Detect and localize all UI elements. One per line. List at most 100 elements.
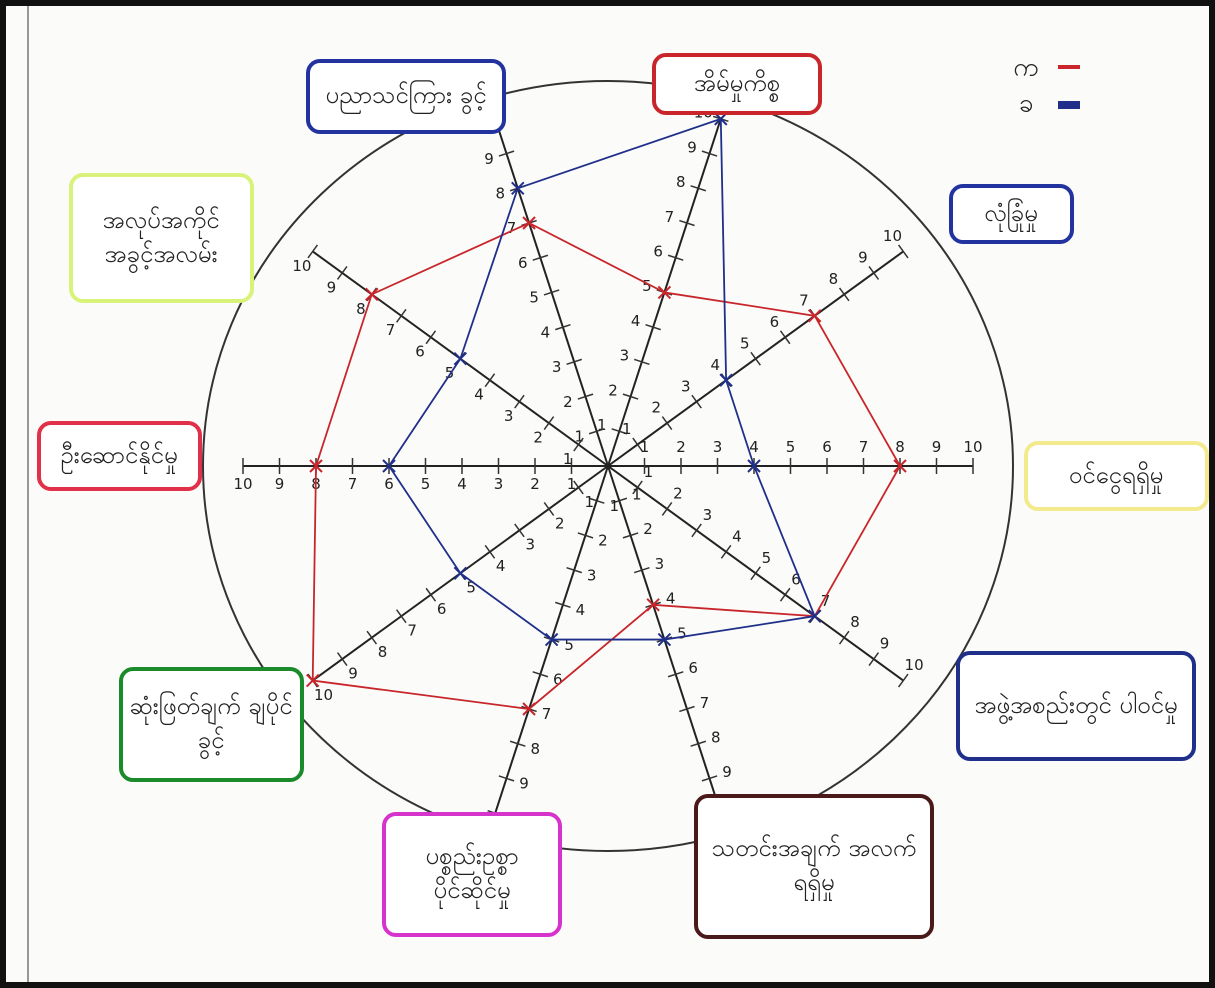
tick-mark (397, 309, 406, 322)
tick-label: 4 (631, 312, 641, 330)
point-marker (366, 288, 378, 300)
tick-label: 7 (348, 475, 358, 493)
axis-label: အဖွဲ့အစည်းတွင် ပါဝင်မှု (956, 651, 1196, 761)
tick-label: 5 (786, 438, 796, 456)
tick-label: 4 (496, 557, 506, 575)
tick-label: 7 (507, 219, 517, 237)
legend-swatch (1058, 65, 1080, 69)
tick-label: 1 (622, 420, 632, 438)
tick-label: 3 (525, 536, 535, 554)
axis-label: အိမ်မှုကိစ္စ (652, 53, 822, 115)
tick-mark (899, 674, 908, 687)
tick-mark (338, 653, 347, 666)
tick-label: 7 (821, 592, 831, 610)
tick-mark (899, 245, 908, 258)
tick-label: 6 (415, 343, 425, 361)
tick-label: 6 (653, 243, 663, 261)
tick-mark (515, 524, 524, 537)
tick-label: 10 (963, 438, 982, 456)
tick-label: 10 (905, 656, 924, 674)
tick-label: 3 (713, 438, 723, 456)
tick-label: 4 (711, 356, 721, 374)
tick-label: 9 (880, 635, 890, 653)
tick-label: 4 (474, 386, 484, 404)
tick-label: 5 (564, 636, 574, 654)
axis-label: ဆုံးဖြတ်ချက် ချပိုင်ခွင့် (119, 667, 304, 782)
axis-label: အလုပ်အကိုင် အခွင့်အလမ်း (69, 173, 254, 303)
axis-label: သတင်းအချက် အလက်ရရှိမှု (694, 794, 934, 939)
axis-label: ဦးဆောင်နိုင်မှု (37, 421, 202, 491)
tick-mark (692, 524, 701, 537)
tick-label: 2 (530, 475, 540, 493)
tick-label: 2 (563, 393, 573, 411)
tick-label: 10 (292, 257, 311, 275)
legend-label: ခ (1019, 89, 1034, 119)
tick-mark (751, 352, 760, 365)
tick-label: 3 (587, 566, 597, 584)
tick-label: 2 (555, 514, 565, 532)
tick-label: 1 (644, 463, 654, 481)
point-marker (454, 567, 466, 579)
tick-label: 10 (883, 227, 902, 245)
tick-label: 2 (608, 381, 618, 399)
tick-label: 9 (327, 278, 337, 296)
tick-mark (426, 588, 435, 601)
tick-label: 2 (643, 520, 653, 538)
tick-label: 1 (640, 438, 650, 456)
tick-mark (338, 266, 347, 279)
tick-label: 9 (858, 249, 868, 267)
tick-label: 10 (233, 475, 252, 493)
tick-label: 2 (598, 532, 608, 550)
tick-label: 3 (681, 377, 691, 395)
tick-label: 7 (799, 291, 809, 309)
legend-label: က (1013, 53, 1039, 83)
tick-label: 4 (541, 323, 551, 341)
tick-label: 3 (620, 347, 630, 365)
tick-label: 8 (711, 729, 721, 747)
tick-mark (397, 610, 406, 623)
tick-mark (662, 417, 671, 430)
tick-label: 8 (530, 740, 540, 758)
tick-label: 8 (895, 438, 905, 456)
tick-label: 8 (850, 613, 860, 631)
tick-label: 4 (732, 527, 742, 545)
tick-mark (515, 395, 524, 408)
tick-label: 9 (687, 138, 697, 156)
tick-mark (721, 545, 730, 558)
tick-label: 2 (676, 438, 686, 456)
tick-label: 5 (642, 277, 652, 295)
tick-label: 3 (504, 407, 514, 425)
tick-label: 6 (822, 438, 832, 456)
tick-label: 8 (829, 270, 839, 288)
tick-label: 9 (275, 475, 285, 493)
point-marker (512, 182, 524, 194)
tick-label: 7 (665, 208, 675, 226)
tick-mark (780, 588, 789, 601)
tick-label: 1 (574, 427, 584, 445)
tick-mark (692, 395, 701, 408)
tick-label: 2 (533, 428, 543, 446)
tick-label: 3 (655, 555, 665, 573)
tick-label: 5 (762, 549, 772, 567)
tick-label: 7 (700, 694, 710, 712)
tick-mark (367, 631, 376, 644)
tick-label: 6 (437, 600, 447, 618)
tick-mark (426, 331, 435, 344)
tick-label: 3 (494, 475, 504, 493)
tick-label: 3 (703, 506, 713, 524)
tick-label: 1 (585, 493, 595, 511)
tick-label: 6 (518, 254, 528, 272)
tick-label: 5 (740, 334, 750, 352)
tick-label: 8 (676, 173, 686, 191)
legend-swatch (1058, 101, 1080, 109)
tick-label: 6 (384, 475, 394, 493)
tick-mark (751, 567, 760, 580)
tick-mark (544, 502, 553, 515)
tick-mark (869, 653, 878, 666)
tick-label: 9 (484, 150, 494, 168)
tick-label: 1 (609, 497, 619, 515)
axis-label: ဝင်ငွေရရှိမှု (1024, 441, 1209, 511)
tick-mark (544, 417, 553, 430)
axis-label: ပစ္စည်းဥစ္စာ ပိုင်ဆိုင်မှု (382, 812, 562, 937)
tick-mark (485, 545, 494, 558)
